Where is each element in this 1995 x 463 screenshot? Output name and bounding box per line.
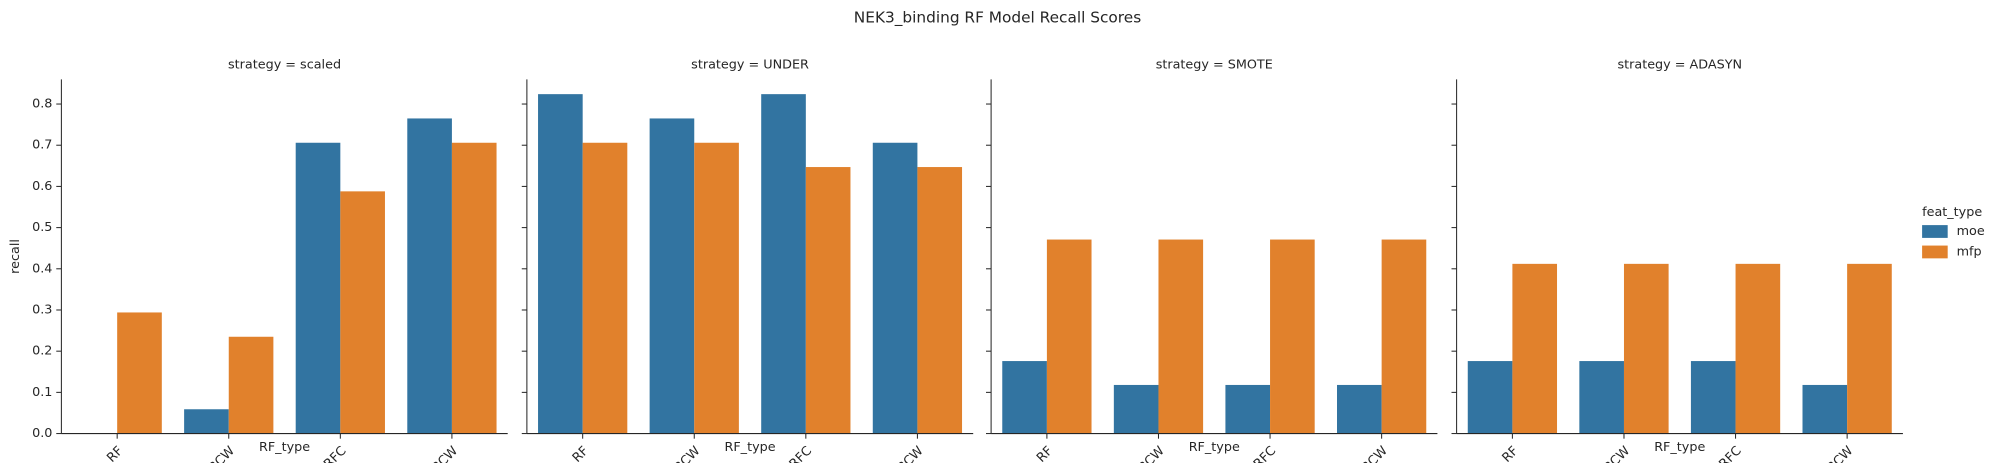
y-tick-label: 0.6	[32, 179, 52, 194]
bar	[872, 142, 918, 434]
bar	[1002, 361, 1047, 434]
bar	[1337, 384, 1382, 434]
panel-title: strategy = SMOTE	[1156, 58, 1273, 73]
bar	[1225, 384, 1271, 434]
x-axis-label: RF_type	[1654, 440, 1705, 455]
y-axis-label: recall	[8, 239, 23, 274]
panel-title: strategy = ADASYN	[1617, 58, 1742, 73]
x-tick-label: BRFC_BCW	[1796, 443, 1857, 463]
bar	[1735, 263, 1781, 434]
x-axis-label: RF_type	[1189, 440, 1240, 455]
bar	[1113, 384, 1159, 434]
bar	[1158, 239, 1204, 434]
bar	[1847, 263, 1892, 434]
x-tick-label: BRFC_BCW	[401, 443, 462, 463]
panel-title: strategy = scaled	[228, 58, 341, 73]
legend-title: feat_type	[1922, 205, 1982, 220]
x-tick-label: RF	[104, 444, 126, 463]
y-tick-label: 0.7	[32, 138, 52, 153]
legend-swatch	[1922, 225, 1948, 238]
bar	[1270, 239, 1315, 434]
x-tick-label: BRFC_BCW	[866, 443, 927, 463]
bar	[649, 118, 695, 434]
y-tick-label: 0.4	[32, 261, 52, 276]
x-axis-label: RF_type	[724, 440, 775, 455]
x-tick-label: BRFC	[1245, 444, 1280, 463]
bar	[1381, 239, 1427, 434]
bar	[1467, 361, 1513, 434]
bar	[184, 409, 229, 434]
legend-label: moe	[1957, 224, 1985, 239]
bar	[805, 167, 851, 434]
bar	[1579, 361, 1624, 434]
bar	[1690, 361, 1736, 434]
bar	[1623, 263, 1669, 434]
panel-title: strategy = UNDER	[691, 58, 809, 73]
x-tick-label: RF	[570, 444, 592, 463]
x-tick-label: RF_BCW	[656, 443, 704, 463]
bar	[451, 142, 497, 434]
x-tick-label: RF	[1034, 444, 1056, 463]
x-tick-label: BRFC	[1710, 444, 1745, 463]
bar	[295, 142, 341, 434]
y-tick-label: 0.3	[32, 302, 52, 317]
bar	[1802, 384, 1848, 434]
x-tick-label: BRFC	[780, 444, 815, 463]
y-tick-label: 0.0	[32, 426, 52, 441]
x-axis-label: RF_type	[259, 440, 310, 455]
bar	[582, 142, 628, 434]
bar	[228, 336, 274, 434]
x-tick-label: RF	[1499, 444, 1521, 463]
y-tick-label: 0.8	[32, 97, 52, 112]
x-tick-label: BRFC_BCW	[1330, 443, 1391, 463]
legend-swatch	[1922, 245, 1948, 259]
bar	[407, 118, 452, 434]
x-tick-label: BRFC	[315, 444, 350, 463]
legend-label: mfp	[1957, 244, 1982, 259]
y-tick-label: 0.5	[32, 220, 52, 235]
bar	[340, 191, 385, 434]
x-tick-label: RF_BCW	[1585, 443, 1633, 463]
bar	[1046, 239, 1092, 434]
x-tick-label: RF_BCW	[1120, 443, 1168, 463]
x-tick-label: RF_BCW	[190, 443, 238, 463]
y-tick-label: 0.2	[32, 344, 52, 359]
y-tick-label: 0.1	[32, 385, 52, 400]
bar	[694, 142, 739, 434]
chart-title: NEK3_binding RF Model Recall Scores	[854, 8, 1141, 27]
bar	[917, 167, 963, 434]
bar	[1512, 263, 1558, 434]
bar	[117, 312, 162, 434]
bar	[761, 94, 806, 434]
bar	[538, 94, 583, 434]
